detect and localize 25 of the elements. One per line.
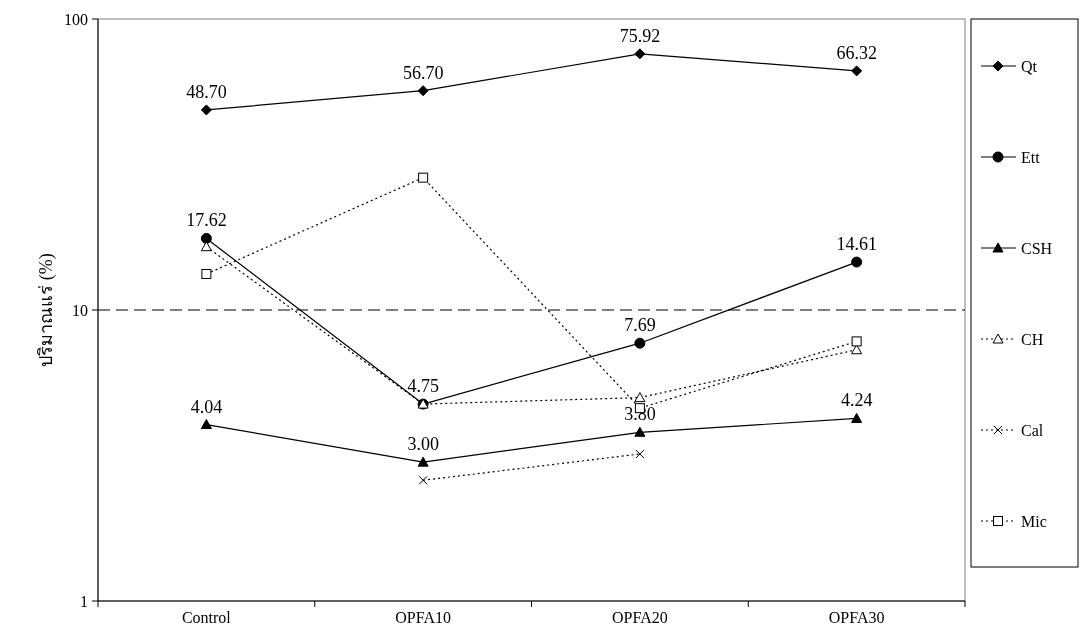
legend-label: Ett [1021, 148, 1041, 166]
x-tick-label: OPFA10 [395, 609, 451, 626]
data-label: 75.92 [619, 25, 661, 46]
data-label: 14.61 [836, 234, 877, 255]
legend-label: CH [1021, 330, 1044, 348]
x-tick-label: OPFA20 [612, 609, 668, 626]
data-label: 3.00 [407, 434, 439, 455]
y-axis-title: ปริมาณแร่ (%) [36, 253, 57, 367]
data-label: 4.75 [407, 376, 439, 397]
data-label: 4.24 [840, 390, 873, 411]
data-label: 17.62 [186, 210, 227, 231]
legend-label: Cal [1021, 421, 1044, 439]
y-tick-label: 100 [64, 10, 88, 28]
data-label: 4.04 [190, 396, 223, 417]
data-label: 56.70 [402, 62, 444, 83]
y-tick-label: 1 [80, 592, 88, 610]
data-label: 7.69 [624, 315, 656, 336]
x-tick-label: OPFA30 [828, 609, 885, 626]
data-label: 48.70 [186, 81, 227, 102]
legend-label: CSH [1021, 239, 1053, 257]
legend-label: Qt [1021, 57, 1038, 75]
x-tick-label: Control [181, 609, 232, 626]
data-label: 66.32 [836, 42, 877, 63]
legend-label: Mic [1021, 512, 1047, 530]
y-tick-label: 10 [72, 301, 88, 319]
